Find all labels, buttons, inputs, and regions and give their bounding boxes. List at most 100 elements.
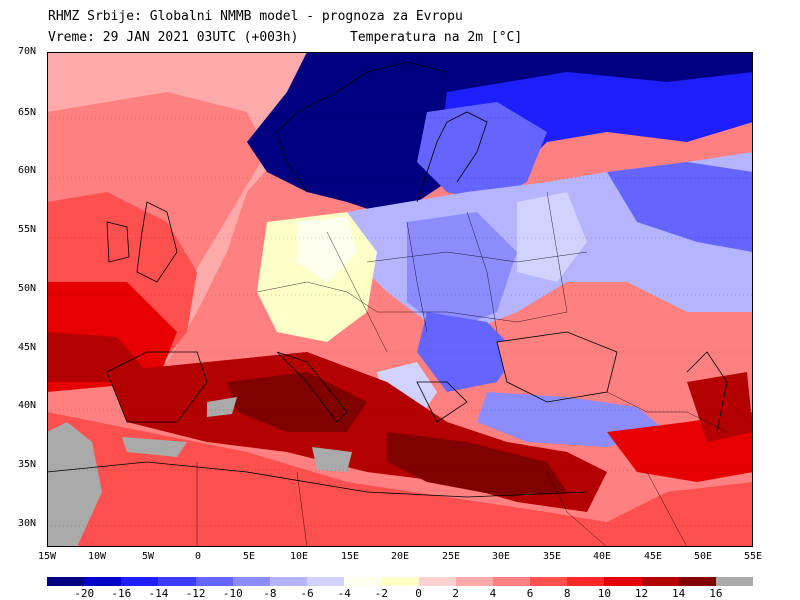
eastern-med-very-hot-zone [387, 432, 567, 497]
border-line [296, 471, 308, 547]
legend-swatch [269, 577, 308, 586]
map-title: RHMZ Srbije: Globalni NMMB model - progn… [48, 9, 463, 24]
map-frame [47, 52, 753, 547]
legend-label: 12 [634, 587, 649, 600]
legend-swatch [195, 577, 233, 586]
border-line [646, 471, 688, 547]
legend-swatch [678, 577, 716, 586]
border-line [377, 311, 568, 323]
legend-swatch [381, 577, 419, 586]
legend-swatch [418, 577, 456, 586]
western-med-very-hot-zone [227, 372, 367, 432]
ireland-coast [106, 221, 130, 263]
legend-label: -20 [74, 587, 95, 600]
graticule [47, 117, 753, 527]
lat-label: 70N [18, 46, 37, 57]
great-britain-coast [136, 201, 178, 283]
lon-label: 50E [693, 551, 713, 562]
masked-area-atlas [47, 422, 102, 547]
lon-label: 35E [542, 551, 562, 562]
greece-coast [416, 381, 468, 423]
legend-label: 16 [709, 587, 723, 600]
legend-swatch [715, 577, 753, 586]
legend-label: -10 [222, 587, 243, 600]
legend-swatch [641, 577, 679, 586]
lon-label: 40E [592, 551, 612, 562]
legend-label: 2 [452, 587, 460, 600]
masked-area-iberia [207, 397, 237, 417]
legend-swatch [344, 577, 382, 586]
legend-label: -2 [374, 587, 389, 600]
lat-label: 55N [18, 224, 37, 235]
black-sea-warm-zone [497, 332, 617, 402]
border-line [326, 231, 388, 353]
temperature-map [47, 52, 753, 547]
legend-label: 6 [526, 587, 534, 600]
border-line [546, 191, 568, 313]
lon-label: 10E [289, 551, 309, 562]
legend-label: 14 [672, 587, 686, 600]
legend-label: -16 [111, 587, 132, 600]
lat-label: 65N [18, 107, 37, 118]
legend-label: -14 [148, 587, 169, 600]
lon-label: 15W [37, 551, 57, 562]
lat-label: 60N [18, 165, 37, 176]
legend-swatch [492, 577, 531, 586]
lon-label: 25E [441, 551, 461, 562]
caspian-coast [686, 351, 728, 433]
caspian-hot-zone [687, 372, 753, 442]
lon-label: 20E [390, 551, 410, 562]
gulf-of-bothnia-coast [416, 111, 488, 203]
lon-label: 30E [491, 551, 511, 562]
color-legend [47, 577, 753, 586]
border-line [366, 251, 588, 263]
legend-label: -4 [337, 587, 351, 600]
legend-swatch [307, 577, 345, 586]
legend-label: 0 [415, 587, 422, 600]
lon-label: 45E [643, 551, 663, 562]
lat-label: 45N [18, 342, 37, 353]
lon-label: 10W [87, 551, 107, 562]
forecast-time: Vreme: 29 JAN 2021 03UTC (+003h) [48, 30, 299, 45]
legend-label: 10 [597, 587, 611, 600]
legend-swatch [84, 577, 122, 586]
temperature-map-svg [47, 52, 753, 547]
masked-area-morocco [122, 437, 187, 457]
lat-label: 50N [18, 283, 37, 294]
legend-label: -6 [300, 587, 314, 600]
variable-name: Temperatura na 2m [°C] [350, 30, 523, 45]
legend-swatch [47, 577, 85, 586]
legend-label: -12 [185, 587, 206, 600]
legend-swatch [455, 577, 493, 586]
legend-swatch [530, 577, 568, 586]
lon-label: 5E [242, 551, 256, 562]
border-line [466, 211, 498, 333]
legend-label: 8 [563, 587, 571, 600]
legend-swatch [567, 577, 605, 586]
masked-area-algeria [312, 447, 352, 472]
lon-label: 5W [141, 551, 155, 562]
legend-swatch [121, 577, 159, 586]
italy-coast [276, 351, 348, 423]
border-line [406, 221, 428, 333]
lat-label: 35N [18, 459, 37, 470]
country-borders [196, 191, 728, 547]
legend-label: -8 [263, 587, 277, 600]
border-line [546, 471, 608, 547]
lon-label: 55E [743, 551, 763, 562]
north-africa-warm-zone [47, 412, 753, 547]
lon-label: 15E [340, 551, 360, 562]
lat-label: 30N [18, 518, 37, 529]
border-line [606, 391, 728, 433]
norway-coast [276, 61, 448, 193]
north-africa-coast [47, 461, 588, 498]
russia-cold-zone [607, 162, 753, 252]
poland-cool-zone [407, 212, 517, 332]
legend-swatch [158, 577, 196, 586]
legend-swatch [232, 577, 270, 586]
legend-swatch [604, 577, 642, 586]
atlantic-very-hot-zone [47, 332, 147, 382]
coastlines [47, 61, 728, 498]
finland-cool-zone [417, 102, 547, 202]
legend-label: 4 [489, 587, 497, 600]
